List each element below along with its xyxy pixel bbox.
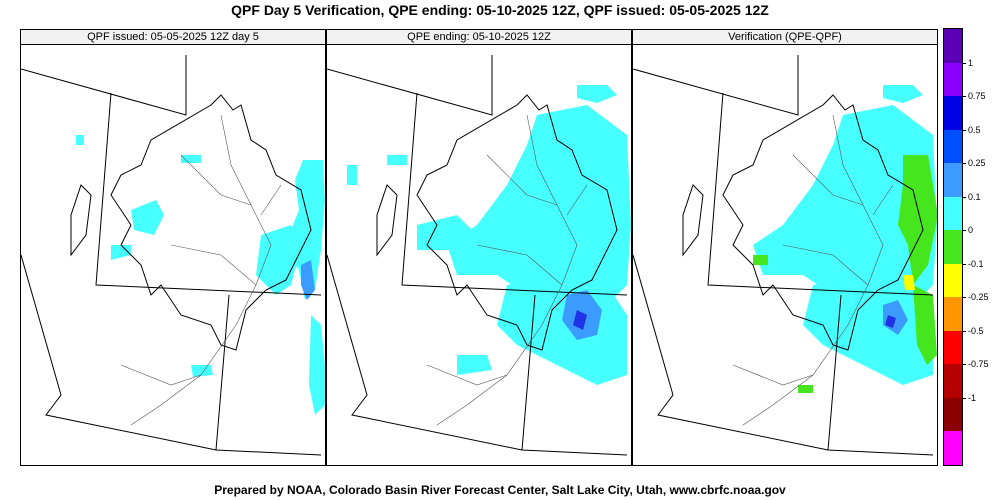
legend-swatch (944, 62, 962, 97)
color-legend (943, 28, 963, 466)
legend-swatch (944, 263, 962, 298)
legend-label: 0.5 (968, 125, 981, 135)
legend-swatch (944, 129, 962, 164)
qpe-rivers (426, 114, 588, 426)
legend-label: 0.25 (968, 158, 986, 168)
legend-swatch (944, 431, 962, 466)
legend-label: 1 (968, 58, 974, 68)
qpe-panel-title: QPE ending: 05-10-2025 12Z (327, 30, 631, 45)
legend-tick (963, 398, 966, 399)
legend-swatch (944, 96, 962, 131)
legend-tick (963, 230, 966, 231)
verification-panel: Verification (QPE-QPF) (632, 29, 938, 466)
qpf-precip-field (76, 135, 325, 415)
legend-swatch (944, 196, 962, 231)
verification-map (633, 55, 937, 456)
qpe-panel: QPE ending: 05-10-2025 12Z (326, 29, 632, 466)
qpe-precip-field (347, 85, 631, 385)
legend-swatch (944, 230, 962, 265)
legend-label: 0.75 (968, 91, 986, 101)
verification-basin-boundaries (633, 55, 934, 456)
legend-tick (963, 163, 966, 164)
legend-tick (963, 197, 966, 198)
qpf-rivers (120, 114, 282, 426)
legend-tick (963, 364, 966, 365)
legend-label: -1 (968, 393, 977, 403)
qpf-map (21, 55, 325, 456)
legend-label: 0 (968, 225, 974, 235)
legend-label: -0.25 (968, 292, 989, 302)
legend-label: -0.5 (968, 326, 984, 336)
legend-tick (963, 264, 966, 265)
verification-difference-field (753, 85, 937, 393)
legend-tick (963, 331, 966, 332)
legend-tick (963, 63, 966, 64)
legend-swatch (944, 397, 962, 432)
legend-tick (963, 130, 966, 131)
legend-tick (963, 96, 966, 97)
legend-tick (963, 297, 966, 298)
legend-swatch (944, 297, 962, 332)
qpf-panel: QPF issued: 05-05-2025 12Z day 5 (20, 29, 326, 466)
legend-label: 0.1 (968, 192, 981, 202)
qpf-basin-boundaries (21, 55, 322, 456)
qpf-panel-title: QPF issued: 05-05-2025 12Z day 5 (21, 30, 325, 45)
page-title: QPF Day 5 Verification, QPE ending: 05-1… (231, 2, 769, 18)
legend-swatch (944, 364, 962, 399)
qpe-map (327, 55, 631, 456)
verification-panel-title: Verification (QPE-QPF) (633, 30, 937, 45)
legend-swatch (944, 163, 962, 198)
qpe-basin-boundaries (327, 55, 628, 456)
legend-label: -0.75 (968, 359, 989, 369)
verification-rivers (732, 114, 894, 426)
legend-label: -0.1 (968, 259, 984, 269)
legend-swatch (944, 29, 962, 64)
footer-credit: Prepared by NOAA, Colorado Basin River F… (214, 483, 786, 497)
legend-swatch (944, 330, 962, 365)
